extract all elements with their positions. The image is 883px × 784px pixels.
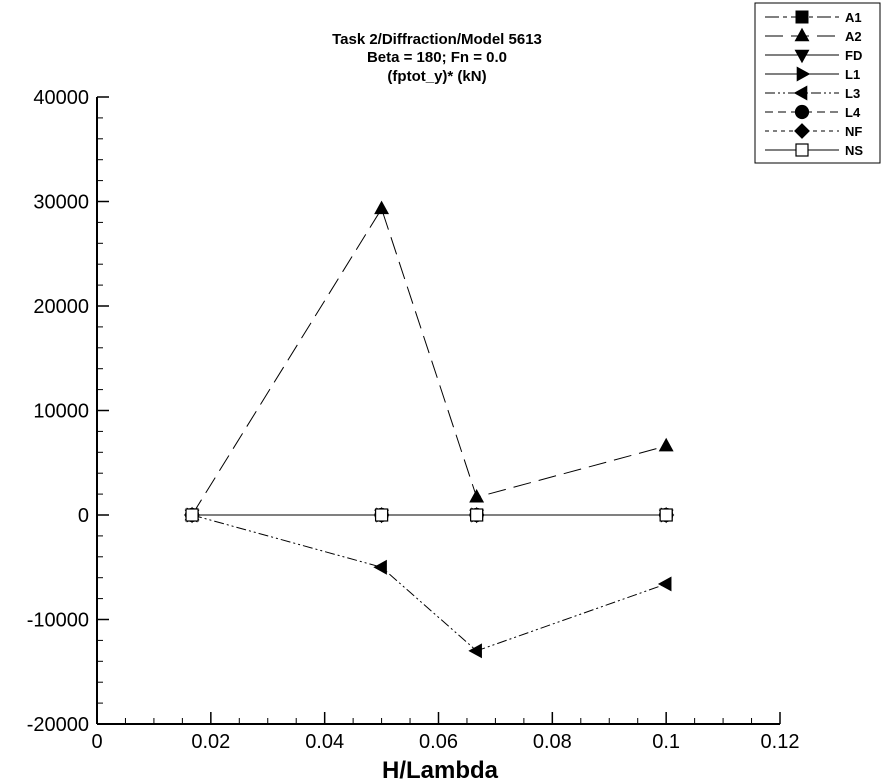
x-tick-label: 0.06 <box>419 731 458 753</box>
legend-label-a2: A2 <box>845 29 862 44</box>
y-tick-label: 10000 <box>33 401 89 423</box>
legend-item-fd: FD <box>765 48 862 64</box>
x-tick-label: 0.12 <box>761 731 800 753</box>
legend-box <box>754 2 881 164</box>
legend-marker-l4 <box>794 104 810 120</box>
legend-item-l1: L1 <box>765 66 860 82</box>
y-tick-label: -20000 <box>27 714 89 736</box>
y-tick-label: 40000 <box>33 87 89 109</box>
legend-label-nf: NF <box>845 124 862 139</box>
y-tick-label: 0 <box>78 505 89 527</box>
legend-label-l4: L4 <box>845 105 861 120</box>
legend-label-l1: L1 <box>845 67 860 82</box>
y-tick-label: 20000 <box>33 296 89 318</box>
series-line-a2 <box>191 207 667 516</box>
data-point-l3 <box>468 643 482 659</box>
data-point-ns <box>185 508 199 522</box>
axes: -20000 -10000 0 10000 20000 30000 40000 0 0.02 0.… <box>27 87 800 753</box>
legend-item-ns: NS <box>765 143 863 158</box>
legend: A1 A2 FD L1 L3 L4 NF NS <box>754 2 881 164</box>
legend-item-a2: A2 <box>765 27 862 44</box>
legend-marker-l1 <box>796 66 811 82</box>
x-tick-label: 0.02 <box>191 731 230 753</box>
data-point-a2 <box>469 488 485 503</box>
series-ns <box>185 508 673 522</box>
x-axis-label: H/Lambda <box>382 757 499 784</box>
legend-marker-nf <box>794 123 810 139</box>
series-a2 <box>184 200 674 521</box>
x-tick-label: 0.1 <box>652 731 680 753</box>
legend-item-l4: L4 <box>765 104 861 120</box>
y-tick-label: -10000 <box>27 610 89 632</box>
chart-title: Task 2/Diffraction/Model 5613 Beta = 180… <box>332 31 542 85</box>
chart-title-line-3: (fptot_y)* (kN) <box>387 68 486 85</box>
legend-marker-a1 <box>795 10 809 24</box>
data-point-a2 <box>374 200 390 215</box>
chart-title-line-1: Task 2/Diffraction/Model 5613 <box>332 31 542 48</box>
x-tick-label: 0.04 <box>305 731 344 753</box>
legend-item-nf: NF <box>765 123 862 139</box>
data-point-l3 <box>657 576 672 592</box>
data-point-l3 <box>373 559 387 575</box>
legend-label-fd: FD <box>845 48 862 63</box>
series-fd <box>184 509 674 524</box>
series-l3 <box>183 507 672 659</box>
legend-label-ns: NS <box>845 143 863 158</box>
legend-marker-fd <box>794 49 810 64</box>
x-tick-label: 0.08 <box>533 731 572 753</box>
legend-marker-a2 <box>794 27 810 42</box>
x-tick-label: 0 <box>91 731 102 753</box>
data-point-ns <box>374 508 389 522</box>
chart-title-line-2: Beta = 180; Fn = 0.0 <box>367 49 507 66</box>
legend-label-a1: A1 <box>845 10 862 25</box>
data-point-a2 <box>658 437 674 452</box>
data-point-ns <box>659 508 673 522</box>
series-line-l3 <box>191 514 667 652</box>
legend-marker-l3 <box>793 85 808 101</box>
y-tick-label: 30000 <box>33 192 89 214</box>
series-layer <box>183 200 675 659</box>
legend-marker-ns <box>795 143 809 157</box>
legend-item-a1: A1 <box>765 10 862 25</box>
legend-label-l3: L3 <box>845 86 860 101</box>
data-point-ns <box>470 508 484 522</box>
legend-item-l3: L3 <box>765 85 860 101</box>
